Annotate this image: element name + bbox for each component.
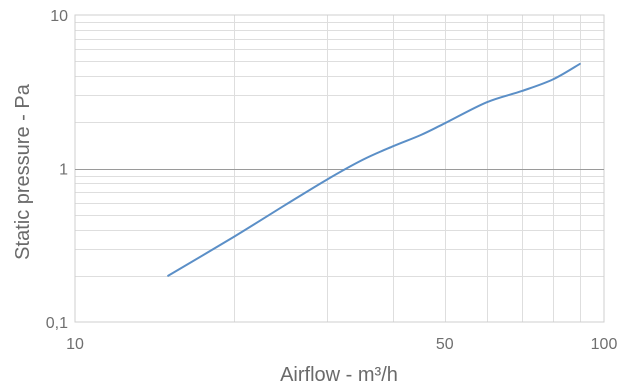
x-tick-label: 100: [591, 336, 618, 353]
y-tick-label: 0,1: [46, 315, 68, 332]
plot-frame: [74, 14, 605, 323]
y-axis-label: Static pressure - Pa: [12, 83, 34, 260]
y-tick-label: 1: [59, 162, 68, 179]
x-tick-label: 10: [66, 336, 84, 353]
y-tick-label: 10: [50, 8, 68, 25]
series-line: [167, 62, 581, 277]
grid-lines: [75, 15, 604, 322]
x-axis-label: Airflow - m³/h: [280, 364, 398, 386]
x-tick-label: 50: [436, 336, 454, 353]
